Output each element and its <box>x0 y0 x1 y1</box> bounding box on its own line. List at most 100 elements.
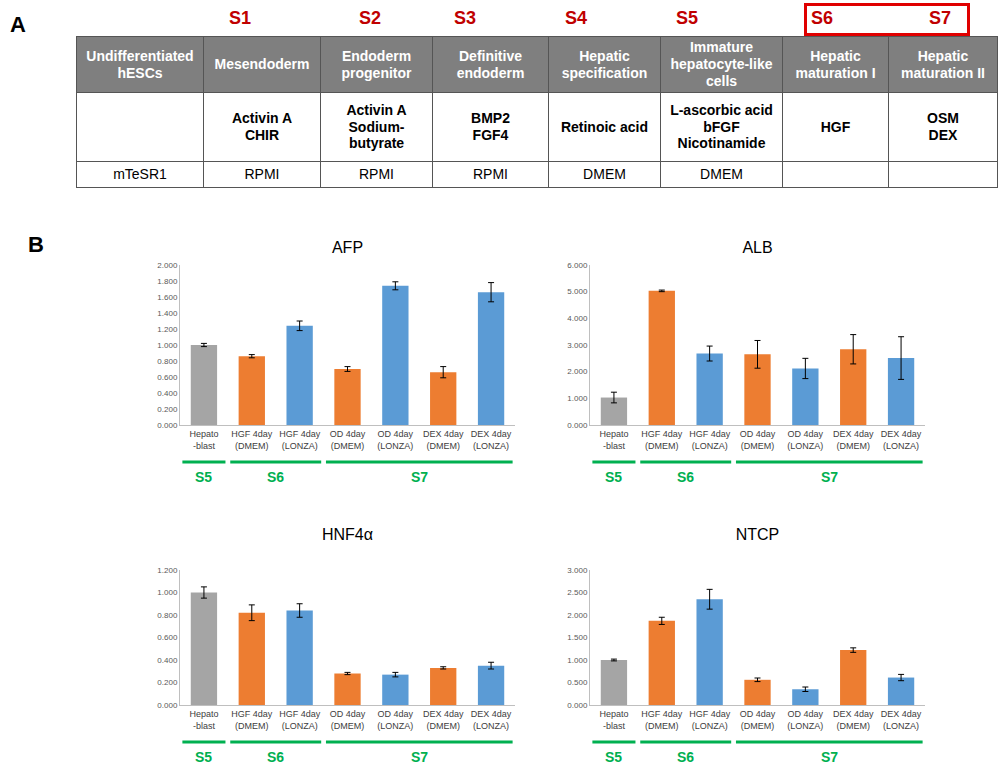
svg-text:2.000: 2.000 <box>157 261 178 270</box>
svg-text:0.000: 0.000 <box>567 421 588 430</box>
svg-text:2.000: 2.000 <box>567 611 588 620</box>
svg-text:0.600: 0.600 <box>157 373 178 382</box>
html-text:bFGF: bFGF <box>703 118 740 135</box>
svg-text:OD 4day(DMEM): OD 4day(DMEM) <box>330 709 366 731</box>
svg-text:3.000: 3.000 <box>567 566 588 575</box>
html-text:Hepatic specification: Hepatic specification <box>561 47 648 81</box>
html-text:Nicotinamide: Nicotinamide <box>677 135 766 152</box>
svg-text:S7: S7 <box>411 749 428 765</box>
html-text:Definitive endoderm: Definitive endoderm <box>456 47 525 81</box>
svg-text:DEX 4day(LONZA): DEX 4day(LONZA) <box>471 709 512 731</box>
html-text:S2: S2 <box>359 8 381 28</box>
svg-text:S6: S6 <box>267 749 284 765</box>
svg-text:1.000: 1.000 <box>567 656 588 665</box>
svg-text:OD 4day(DMEM): OD 4day(DMEM) <box>740 429 776 451</box>
svg-text:HGF 4day(DMEM): HGF 4day(DMEM) <box>231 429 273 451</box>
svg-text:6.000: 6.000 <box>567 261 588 270</box>
svg-text:S6: S6 <box>267 469 284 485</box>
svg-text:DEX 4day(DMEM): DEX 4day(DMEM) <box>833 429 874 451</box>
svg-text:OD 4day(LONZA): OD 4day(LONZA) <box>377 709 413 731</box>
svg-text:HGF 4day(LONZA): HGF 4day(LONZA) <box>279 709 321 731</box>
html-text:S6: S6 <box>811 8 833 28</box>
svg-text:1.500: 1.500 <box>567 633 588 642</box>
svg-text:0.800: 0.800 <box>157 611 178 620</box>
html-text:S4: S4 <box>565 8 587 28</box>
svg-text:1.800: 1.800 <box>157 277 178 286</box>
svg-text:S5: S5 <box>605 749 622 765</box>
svg-text:S5: S5 <box>605 469 622 485</box>
svg-text:0.500: 0.500 <box>567 678 588 687</box>
svg-text:1.400: 1.400 <box>157 309 178 318</box>
svg-text:DEX 4day(LONZA): DEX 4day(LONZA) <box>881 429 922 451</box>
svg-text:S7: S7 <box>821 749 838 765</box>
svg-text:HGF 4day(DMEM): HGF 4day(DMEM) <box>641 709 683 731</box>
svg-text:Hepato-blast: Hepato-blast <box>189 429 218 451</box>
svg-text:1.200: 1.200 <box>157 325 178 334</box>
svg-text:1.200: 1.200 <box>157 566 178 575</box>
svg-text:0.200: 0.200 <box>157 405 178 414</box>
svg-text:HGF 4day(LONZA): HGF 4day(LONZA) <box>689 709 731 731</box>
html-text:L-ascorbic acid: L-ascorbic acid <box>670 101 773 118</box>
svg-text:DEX 4day(DMEM): DEX 4day(DMEM) <box>423 709 464 731</box>
svg-text:0.000: 0.000 <box>567 701 588 710</box>
html-text:Sodium-: Sodium- <box>348 118 405 135</box>
svg-text:3.000: 3.000 <box>567 341 588 350</box>
svg-text:S6: S6 <box>677 469 694 485</box>
svg-text:DEX 4day(LONZA): DEX 4day(LONZA) <box>471 429 512 451</box>
svg-text:HGF 4day(LONZA): HGF 4day(LONZA) <box>279 429 321 451</box>
html-text:Undifferentiated hESCs: Undifferentiated hESCs <box>86 47 194 81</box>
html-text:S3: S3 <box>454 8 476 28</box>
svg-text:OD 4day(LONZA): OD 4day(LONZA) <box>787 429 823 451</box>
html-text:butyrate: butyrate <box>348 135 405 152</box>
html-text:Hepatic maturation II: Hepatic maturation II <box>901 47 985 81</box>
svg-text:S5: S5 <box>195 749 212 765</box>
html-text:S5: S5 <box>676 8 698 28</box>
svg-text:5.000: 5.000 <box>567 287 588 296</box>
svg-text:Hepato-blast: Hepato-blast <box>599 709 628 731</box>
html-text:Mesendoderm: Mesendoderm <box>214 56 310 73</box>
svg-text:S6: S6 <box>677 749 694 765</box>
svg-text:S7: S7 <box>821 469 838 485</box>
svg-text:1.000: 1.000 <box>157 341 178 350</box>
svg-text:0.000: 0.000 <box>157 701 178 710</box>
svg-text:Hepato-blast: Hepato-blast <box>189 709 218 731</box>
html-text:Retinoic acid: Retinoic acid <box>560 118 649 135</box>
html-text:S1: S1 <box>229 8 251 28</box>
svg-text:S7: S7 <box>411 469 428 485</box>
svg-text:0.000: 0.000 <box>157 421 178 430</box>
svg-text:0.800: 0.800 <box>157 357 178 366</box>
svg-text:AFP: AFP <box>332 239 363 256</box>
svg-text:OD 4day(DMEM): OD 4day(DMEM) <box>740 709 776 731</box>
svg-text:S5: S5 <box>195 469 212 485</box>
html-text:Endoderm progenitor: Endoderm progenitor <box>341 47 412 81</box>
svg-text:DEX 4day(LONZA): DEX 4day(LONZA) <box>881 709 922 731</box>
html-text:Hepatic maturation I: Hepatic maturation I <box>795 47 876 81</box>
svg-text:HGF 4day(LONZA): HGF 4day(LONZA) <box>689 429 731 451</box>
html-text:BMP2: BMP2 <box>471 110 510 127</box>
svg-text:HGF 4day(DMEM): HGF 4day(DMEM) <box>641 429 683 451</box>
html-text:Activin A: Activin A <box>231 110 293 127</box>
svg-text:1.000: 1.000 <box>567 394 588 403</box>
svg-text:0.600: 0.600 <box>157 633 178 642</box>
svg-text:HGF 4day(DMEM): HGF 4day(DMEM) <box>231 709 273 731</box>
svg-text:OD 4day(DMEM): OD 4day(DMEM) <box>330 429 366 451</box>
svg-text:1.000: 1.000 <box>157 588 178 597</box>
svg-text:2.500: 2.500 <box>567 588 588 597</box>
html-text:Activin A: Activin A <box>346 101 407 118</box>
html-text:S7: S7 <box>929 8 951 28</box>
svg-text:OD 4day(LONZA): OD 4day(LONZA) <box>787 709 823 731</box>
svg-text:NTCP: NTCP <box>736 526 780 543</box>
svg-text:1.600: 1.600 <box>157 293 178 302</box>
svg-text:4.000: 4.000 <box>567 314 588 323</box>
svg-text:0.200: 0.200 <box>157 678 178 687</box>
svg-text:OD 4day(LONZA): OD 4day(LONZA) <box>377 429 413 451</box>
svg-text:Hepato-blast: Hepato-blast <box>599 429 628 451</box>
html-text:Immature hepatocyte-like cells: Immature hepatocyte-like cells <box>670 39 773 89</box>
svg-text:DEX 4day(DMEM): DEX 4day(DMEM) <box>423 429 464 451</box>
svg-text:DEX 4day(DMEM): DEX 4day(DMEM) <box>833 709 874 731</box>
svg-text:0.400: 0.400 <box>157 656 178 665</box>
svg-text:2.000: 2.000 <box>567 367 588 376</box>
svg-text:HNF4α: HNF4α <box>322 526 373 543</box>
svg-text:0.400: 0.400 <box>157 389 178 398</box>
svg-text:ALB: ALB <box>742 239 772 256</box>
